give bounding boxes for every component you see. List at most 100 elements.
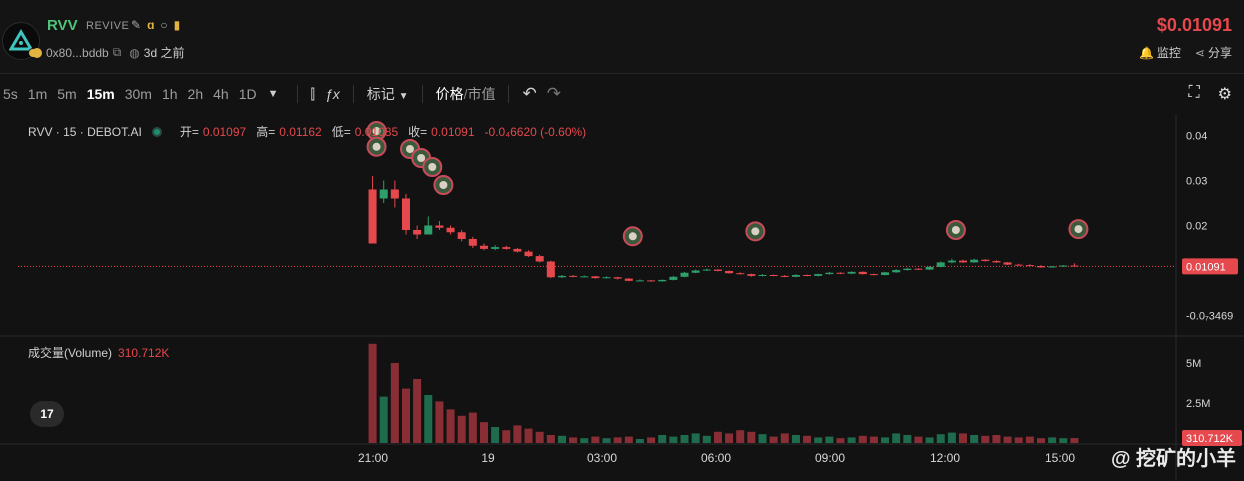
edit-icon[interactable]: ✎ [131,18,142,32]
redo-icon[interactable]: ↷ [546,84,561,103]
volume-bar [479,422,488,443]
candle-body [457,232,466,239]
y-tick-label: 0.04 [1186,131,1207,143]
mark-button[interactable]: 标记 ▼ [362,84,414,104]
candle-body [747,274,756,276]
candle-body [513,248,522,252]
timeframe-2h[interactable]: 2h [187,86,204,102]
volume-bar [981,435,990,443]
volume-bar [401,388,411,443]
timeframe-list: 5s 1m 5m 15m 30m 1h 2h 4h 1D [0,86,264,102]
volume-bar [546,435,555,443]
tradingview-logo-icon[interactable]: 17 [30,401,64,427]
toolbar-divider [296,85,298,103]
share-button[interactable]: ⋖ 分享 [1195,44,1232,61]
candle-body [881,272,890,275]
toolbar-divider [352,85,354,103]
candle-body [535,256,544,262]
volume-bar [791,435,800,443]
watch-button[interactable]: 🔔 监控 [1139,44,1181,61]
candle-body [825,272,834,275]
candle-body [613,277,622,279]
volume-legend: 成交量(Volume) 310.712K [28,344,169,361]
timeframe-30m[interactable]: 30m [124,86,152,102]
volume-bar [491,427,500,443]
candle-body [1048,266,1057,268]
volume-bar [602,438,611,443]
share-icon: ⋖ [1194,46,1205,60]
candlestick-chart[interactable]: 0.04 0.03 0.02 0.01091 -0.0₇3469 5M 2.5M 310.71… [0,114,1244,481]
timeframe-1h[interactable]: 1h [161,86,178,102]
volume-bar [446,409,455,443]
settings-icon[interactable]: ⚙ [1217,86,1232,103]
mcap-option[interactable]: 市值 [467,86,496,102]
x-tick-label: 12:00 [930,451,960,465]
toolbar-right: ⛶ ⚙ [1188,84,1232,104]
token-address[interactable]: 0x80...bddb [46,45,109,60]
candle-body [368,189,377,244]
token-full-name: REVIVE [86,20,130,32]
candle-body [379,189,388,199]
volume-bar [936,434,945,443]
volume-bar [1070,438,1079,443]
volume-bar [1003,436,1012,443]
search-icon[interactable]: ○ [160,18,168,32]
volume-bar [725,433,734,443]
volume-bar [669,436,678,443]
volume-bar [947,432,956,443]
alpha-icon[interactable]: ɑ [147,18,155,32]
token-symbol: RVV [47,17,78,34]
visibility-icon[interactable] [151,126,162,137]
candle-body [624,278,633,281]
volume-label: 成交量(Volume) [28,346,113,360]
candle-body [858,271,867,275]
volume-bar [769,436,778,443]
price-mcap-toggle[interactable]: 价格/市值 [435,86,496,102]
candle-body [1036,266,1046,268]
volume-bar [557,435,566,443]
price-option[interactable]: 价格 [435,86,464,102]
candle-body [446,227,455,233]
volume-bar [925,437,934,443]
undo-icon[interactable]: ↶ [522,84,537,103]
volume-bar [435,401,444,443]
mark-label: 标记 [366,86,395,102]
copy-icon[interactable]: ⧉ [112,45,122,59]
volume-bar [747,431,756,443]
timeframe-1m[interactable]: 1m [27,86,48,102]
candle-body [959,260,968,263]
candle-body [836,272,845,274]
candle-type-icon[interactable]: ⫿ [310,85,315,102]
chevron-down-icon: ▼ [398,91,409,102]
volume-bar [836,438,845,443]
low-value: 0.01085 [354,124,399,139]
timeframe-dropdown-icon[interactable]: ▼ [267,88,279,100]
header-actions: 🔔 监控 ⋖ 分享 [1139,44,1232,61]
timeframe-4h[interactable]: 4h [213,86,229,102]
open-label: 开= [179,125,199,139]
candle-body [468,239,477,246]
candle-body [791,275,800,277]
timeframe-15m[interactable]: 15m [86,86,115,102]
close-label: 收= [408,125,428,139]
candle-body [1070,265,1079,267]
fullscreen-icon[interactable]: ⛶ [1188,84,1200,101]
ohlc-legend: RVV · 15 · DEBOT.AI 开= 0.01097 高= 0.01162 … [28,123,592,140]
bookmark-icon[interactable]: ▮ [173,18,181,32]
timeframe-5m[interactable]: 5m [57,86,77,102]
volume-bar [892,433,901,443]
share-label: 分享 [1207,46,1232,60]
volume-value-tag [1182,430,1242,447]
trade-event-avatar [439,181,448,189]
volume-bar [569,437,578,443]
high-label: 高= [256,125,276,139]
volume-bar [468,412,477,443]
chart-area[interactable]: 0.04 0.03 0.02 0.01091 -0.0₇3469 5M 2.5M 310.71… [0,114,1244,481]
indicators-icon[interactable]: ƒx [324,86,340,102]
y-tick-label: -0.0₇3469 [1186,311,1233,323]
volume-bar [959,433,968,443]
timeframe-1D[interactable]: 1D [238,86,257,102]
candle-body [635,280,644,282]
timeframe-5s[interactable]: 5s [3,86,18,102]
candle-body [424,225,433,235]
